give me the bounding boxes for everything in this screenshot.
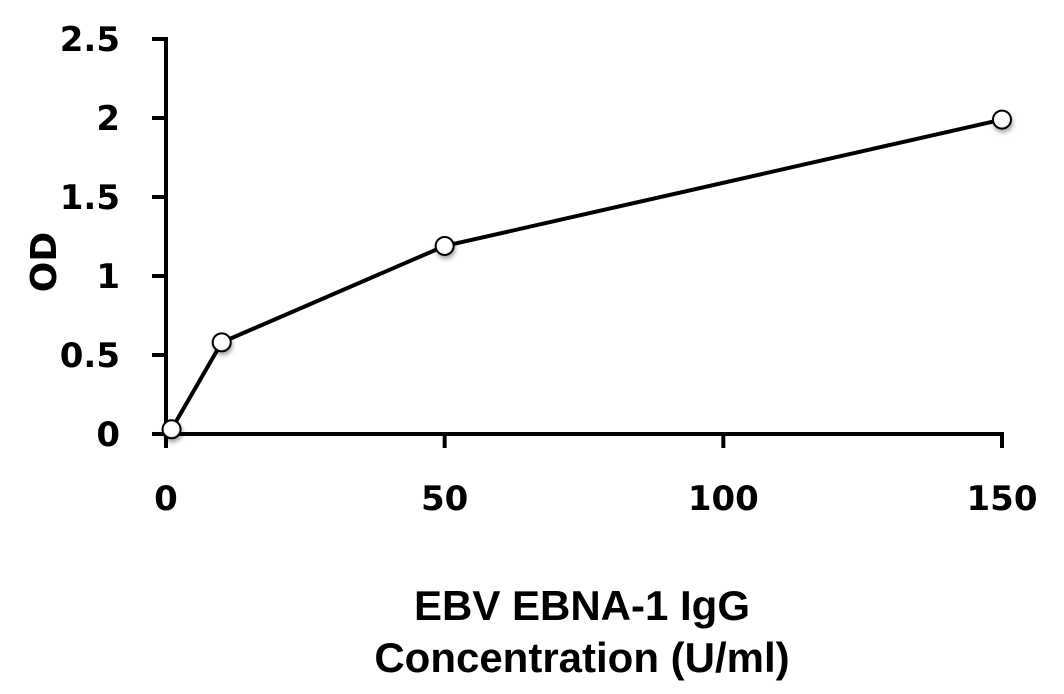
series-line (169, 117, 1003, 431)
y-tick-label: 0.5 (60, 336, 120, 376)
data-point-marker (992, 109, 1012, 130)
x-tick-label: 50 (421, 479, 468, 519)
y-tick-label: 0 (96, 415, 120, 455)
y-axis-title-text: OD (24, 232, 65, 293)
x-tick-label: 100 (688, 479, 759, 519)
data-series (161, 109, 1012, 440)
x-tick-label: 150 (967, 479, 1038, 519)
x-axis-title-line-1: EBV EBNA-1 IgG (413, 582, 751, 629)
y-tick-label: 2 (96, 99, 120, 139)
data-point-marker (211, 332, 232, 353)
x-tick-label: 0 (154, 479, 178, 519)
x-axis: 0 50 100 150 (152, 432, 1038, 519)
y-axis: 0 0.5 1 1.5 2 2.5 (60, 20, 168, 455)
data-point-marker (161, 419, 182, 440)
x-axis-title: EBV EBNA-1 IgG Concentration (U/ml) (0, 580, 1064, 684)
y-tick-label: 1 (96, 257, 120, 297)
data-point-marker (434, 235, 455, 256)
x-axis-title-line-2: Concentration (U/ml) (374, 634, 790, 681)
y-axis-title: OD (24, 232, 65, 293)
y-tick-label: 2.5 (60, 20, 120, 60)
y-tick-label: 1.5 (60, 178, 120, 218)
